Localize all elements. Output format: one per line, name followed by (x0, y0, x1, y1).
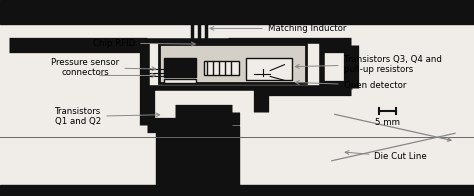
Bar (164, 58, 196, 77)
Bar (159, 44, 306, 83)
Text: Transistors
Q1 and Q2: Transistors Q1 and Q2 (55, 107, 160, 126)
Text: Die Cut Line: Die Cut Line (345, 151, 427, 161)
Text: Open detector: Open detector (295, 81, 406, 90)
Bar (147, 41, 322, 88)
Text: Pressure sensor
connectors: Pressure sensor connectors (51, 58, 156, 77)
Text: Transistors Q3, Q4 and
pull-up resistors: Transistors Q3, Q4 and pull-up resistors (295, 55, 441, 74)
Text: 5 mm: 5 mm (375, 118, 400, 127)
Bar (246, 58, 292, 80)
Text: Chip RFID: Chip RFID (93, 39, 195, 48)
Bar (164, 79, 196, 83)
Text: Matching Inductor: Matching Inductor (210, 24, 346, 33)
Bar (0, 185, 474, 196)
Bar (204, 61, 239, 75)
Bar (0, 0, 474, 24)
Bar (156, 126, 239, 185)
